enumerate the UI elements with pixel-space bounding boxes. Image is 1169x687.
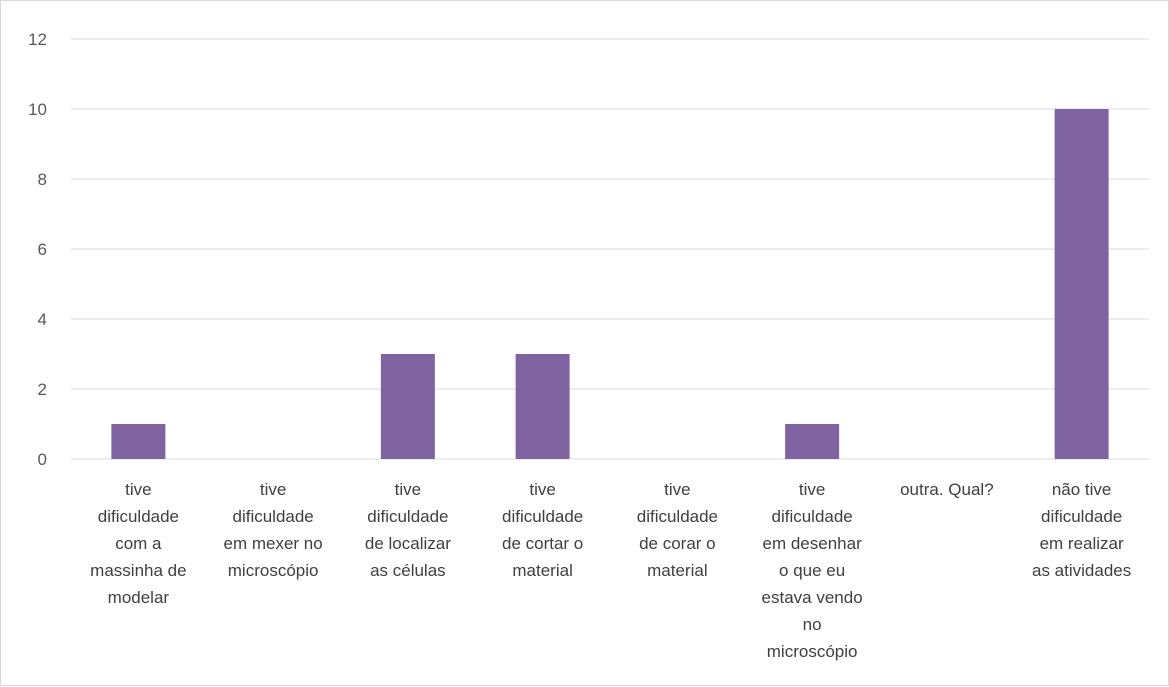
bar xyxy=(1054,109,1109,459)
bar xyxy=(515,354,570,459)
x-category-label: outra. Qual? xyxy=(900,480,994,499)
y-tick-label: 4 xyxy=(38,310,47,329)
bar xyxy=(111,424,166,459)
y-tick-label: 10 xyxy=(28,100,47,119)
x-category-label: tive dificuldade em mexer no microscópio xyxy=(224,480,323,580)
bar xyxy=(785,424,840,459)
x-axis-labels: tive dificuldade com a massinha de modelar ti… xyxy=(90,480,1131,661)
x-category-label: tive dificuldade de cortar o material xyxy=(502,480,583,580)
bars xyxy=(111,109,1109,459)
x-category-label: não tive dificuldade em realizar as ativida… xyxy=(1032,480,1131,580)
y-tick-label: 12 xyxy=(28,30,47,49)
y-axis-ticks: 0 2 4 6 8 10 12 xyxy=(28,30,47,469)
x-category-label: tive dificuldade com a massinha de modelar xyxy=(90,480,186,607)
x-category-label: tive dificuldade de corar o material xyxy=(637,480,718,580)
y-tick-label: 0 xyxy=(38,450,47,469)
y-tick-label: 6 xyxy=(38,240,47,259)
gridlines xyxy=(71,38,1149,460)
x-category-label: tive dificuldade de localizar as células xyxy=(365,480,451,580)
x-category-label: tive dificuldade em desenhar o que eu estava… xyxy=(762,480,863,661)
y-tick-label: 8 xyxy=(38,170,47,189)
y-tick-label: 2 xyxy=(38,380,47,399)
bar xyxy=(380,354,435,459)
